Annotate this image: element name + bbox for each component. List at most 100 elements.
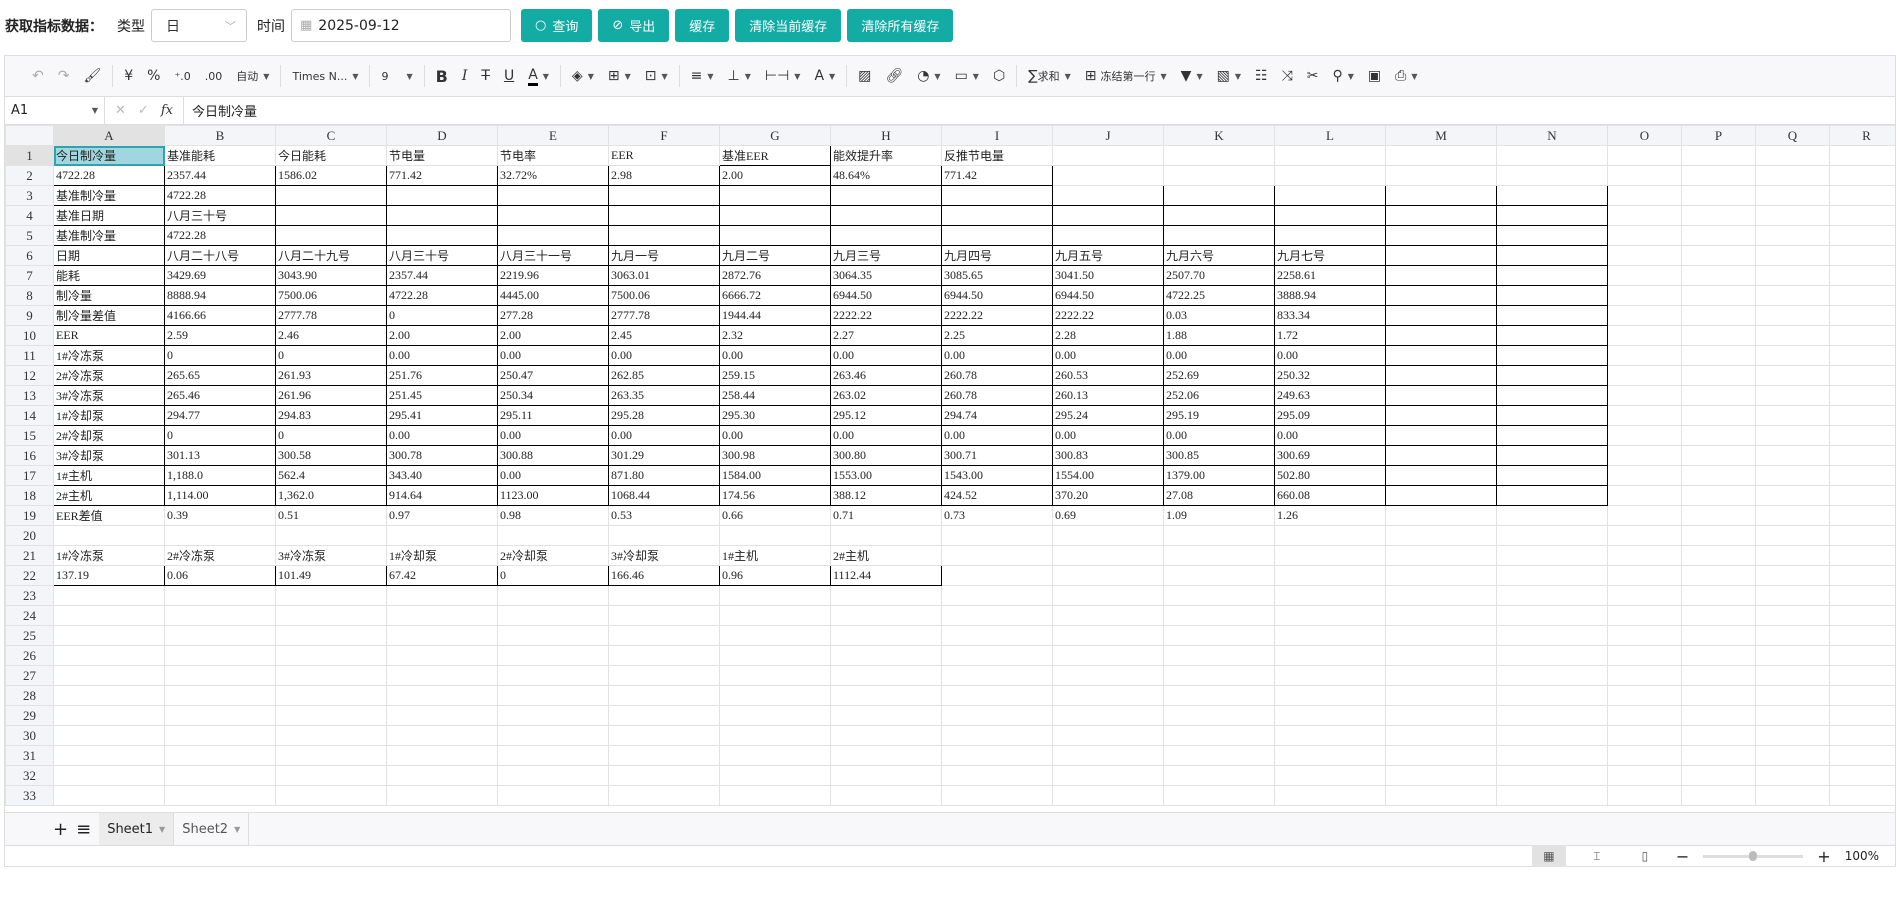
percent-icon[interactable]: %	[147, 68, 161, 84]
cell-M32[interactable]	[1385, 765, 1497, 786]
tab-sheet1[interactable]: Sheet1 ▼	[99, 812, 175, 846]
column-header-M[interactable]: M	[1385, 125, 1497, 146]
cell-F21[interactable]: 3#冷却泵	[608, 545, 720, 566]
cell-G27[interactable]	[719, 665, 831, 686]
cell-N14[interactable]	[1496, 405, 1608, 426]
cell-F4[interactable]	[608, 205, 720, 226]
cell-G23[interactable]	[719, 585, 831, 606]
cell-C24[interactable]	[275, 605, 387, 626]
cell-E27[interactable]	[497, 665, 609, 686]
cell-K2[interactable]	[1163, 165, 1275, 186]
cell-P2[interactable]	[1681, 165, 1756, 186]
cell-R31[interactable]	[1829, 745, 1895, 766]
row-header[interactable]: 22	[5, 565, 54, 586]
cell-G3[interactable]	[719, 185, 831, 206]
normal-view-icon[interactable]: ▦	[1531, 845, 1566, 867]
cell-C16[interactable]: 300.58	[275, 445, 387, 466]
cell-D16[interactable]: 300.78	[386, 445, 498, 466]
cell-P33[interactable]	[1681, 785, 1756, 806]
cell-Q5[interactable]	[1755, 225, 1830, 246]
cell-N28[interactable]	[1496, 685, 1608, 706]
cell-B26[interactable]	[164, 645, 276, 666]
cell-H7[interactable]: 3064.35	[830, 265, 942, 286]
bold-icon[interactable]: B	[435, 66, 448, 86]
cell-O24[interactable]	[1607, 605, 1682, 626]
cell-J5[interactable]	[1052, 225, 1164, 246]
cell-J4[interactable]	[1052, 205, 1164, 226]
cell-H21[interactable]: 2#主机	[830, 545, 942, 566]
cell-O7[interactable]	[1607, 265, 1682, 286]
cell-H1[interactable]: 能效提升率	[830, 145, 942, 166]
cell-Q14[interactable]	[1755, 405, 1830, 426]
cell-A9[interactable]: 制冷量差值	[53, 305, 165, 326]
cell-P26[interactable]	[1681, 645, 1756, 666]
cell-J20[interactable]	[1052, 525, 1164, 546]
cell-K3[interactable]	[1163, 185, 1275, 206]
cell-I15[interactable]: 0.00	[941, 425, 1053, 446]
cell-A33[interactable]	[53, 785, 165, 806]
cell-A3[interactable]: 基准制冷量	[53, 185, 165, 206]
cell-E30[interactable]	[497, 725, 609, 746]
cell-H33[interactable]	[830, 785, 942, 806]
cell-D9[interactable]: 0	[386, 305, 498, 326]
cell-F11[interactable]: 0.00	[608, 345, 720, 366]
cell-L7[interactable]: 2258.61	[1274, 265, 1386, 286]
cell-B25[interactable]	[164, 625, 276, 646]
cell-K19[interactable]: 1.09	[1163, 505, 1275, 526]
cell-Q15[interactable]	[1755, 425, 1830, 446]
cell-I22[interactable]	[941, 565, 1053, 586]
cell-A27[interactable]	[53, 665, 165, 686]
cell-B14[interactable]: 294.77	[164, 405, 276, 426]
cell-G9[interactable]: 1944.44	[719, 305, 831, 326]
cell-K20[interactable]	[1163, 525, 1275, 546]
cell-J29[interactable]	[1052, 705, 1164, 726]
strikethrough-icon[interactable]: T	[481, 68, 490, 84]
cell-I25[interactable]	[941, 625, 1053, 646]
cell-I7[interactable]: 3085.65	[941, 265, 1053, 286]
cell-N19[interactable]	[1496, 505, 1608, 526]
cell-D15[interactable]: 0.00	[386, 425, 498, 446]
cell-N7[interactable]	[1496, 265, 1608, 286]
cell-F5[interactable]	[608, 225, 720, 246]
cell-D20[interactable]	[386, 525, 498, 546]
cell-R24[interactable]	[1829, 605, 1895, 626]
cell-D18[interactable]: 914.64	[386, 485, 498, 506]
cell-J9[interactable]: 2222.22	[1052, 305, 1164, 326]
clear-all-cache-button[interactable]: 清除所有缓存	[847, 9, 954, 42]
cell-E32[interactable]	[497, 765, 609, 786]
cell-J12[interactable]: 260.53	[1052, 365, 1164, 386]
cell-I21[interactable]	[941, 545, 1053, 566]
cell-N25[interactable]	[1496, 625, 1608, 646]
cell-L9[interactable]: 833.34	[1274, 305, 1386, 326]
cell-F9[interactable]: 2777.78	[608, 305, 720, 326]
cell-C31[interactable]	[275, 745, 387, 766]
cell-J10[interactable]: 2.28	[1052, 325, 1164, 346]
cell-C14[interactable]: 294.83	[275, 405, 387, 426]
cell-J32[interactable]	[1052, 765, 1164, 786]
cell-G28[interactable]	[719, 685, 831, 706]
cell-D26[interactable]	[386, 645, 498, 666]
cell-H25[interactable]	[830, 625, 942, 646]
cell-B15[interactable]: 0	[164, 425, 276, 446]
cell-B13[interactable]: 265.46	[164, 385, 276, 406]
cell-F12[interactable]: 262.85	[608, 365, 720, 386]
cell-C29[interactable]	[275, 705, 387, 726]
cell-E10[interactable]: 2.00	[497, 325, 609, 346]
cell-B2[interactable]: 2357.44	[164, 165, 276, 186]
cell-G22[interactable]: 0.96	[719, 565, 831, 586]
cell-Q19[interactable]	[1755, 505, 1830, 526]
cell-O8[interactable]	[1607, 285, 1682, 306]
cell-R6[interactable]	[1829, 245, 1895, 266]
cell-F3[interactable]	[608, 185, 720, 206]
cell-P32[interactable]	[1681, 765, 1756, 786]
cell-G19[interactable]: 0.66	[719, 505, 831, 526]
cell-H27[interactable]	[830, 665, 942, 686]
cell-L32[interactable]	[1274, 765, 1386, 786]
cell-L10[interactable]: 1.72	[1274, 325, 1386, 346]
cell-H12[interactable]: 263.46	[830, 365, 942, 386]
cell-P14[interactable]	[1681, 405, 1756, 426]
cell-G32[interactable]	[719, 765, 831, 786]
cell-J23[interactable]	[1052, 585, 1164, 606]
cell-M8[interactable]	[1385, 285, 1497, 306]
cell-N29[interactable]	[1496, 705, 1608, 726]
